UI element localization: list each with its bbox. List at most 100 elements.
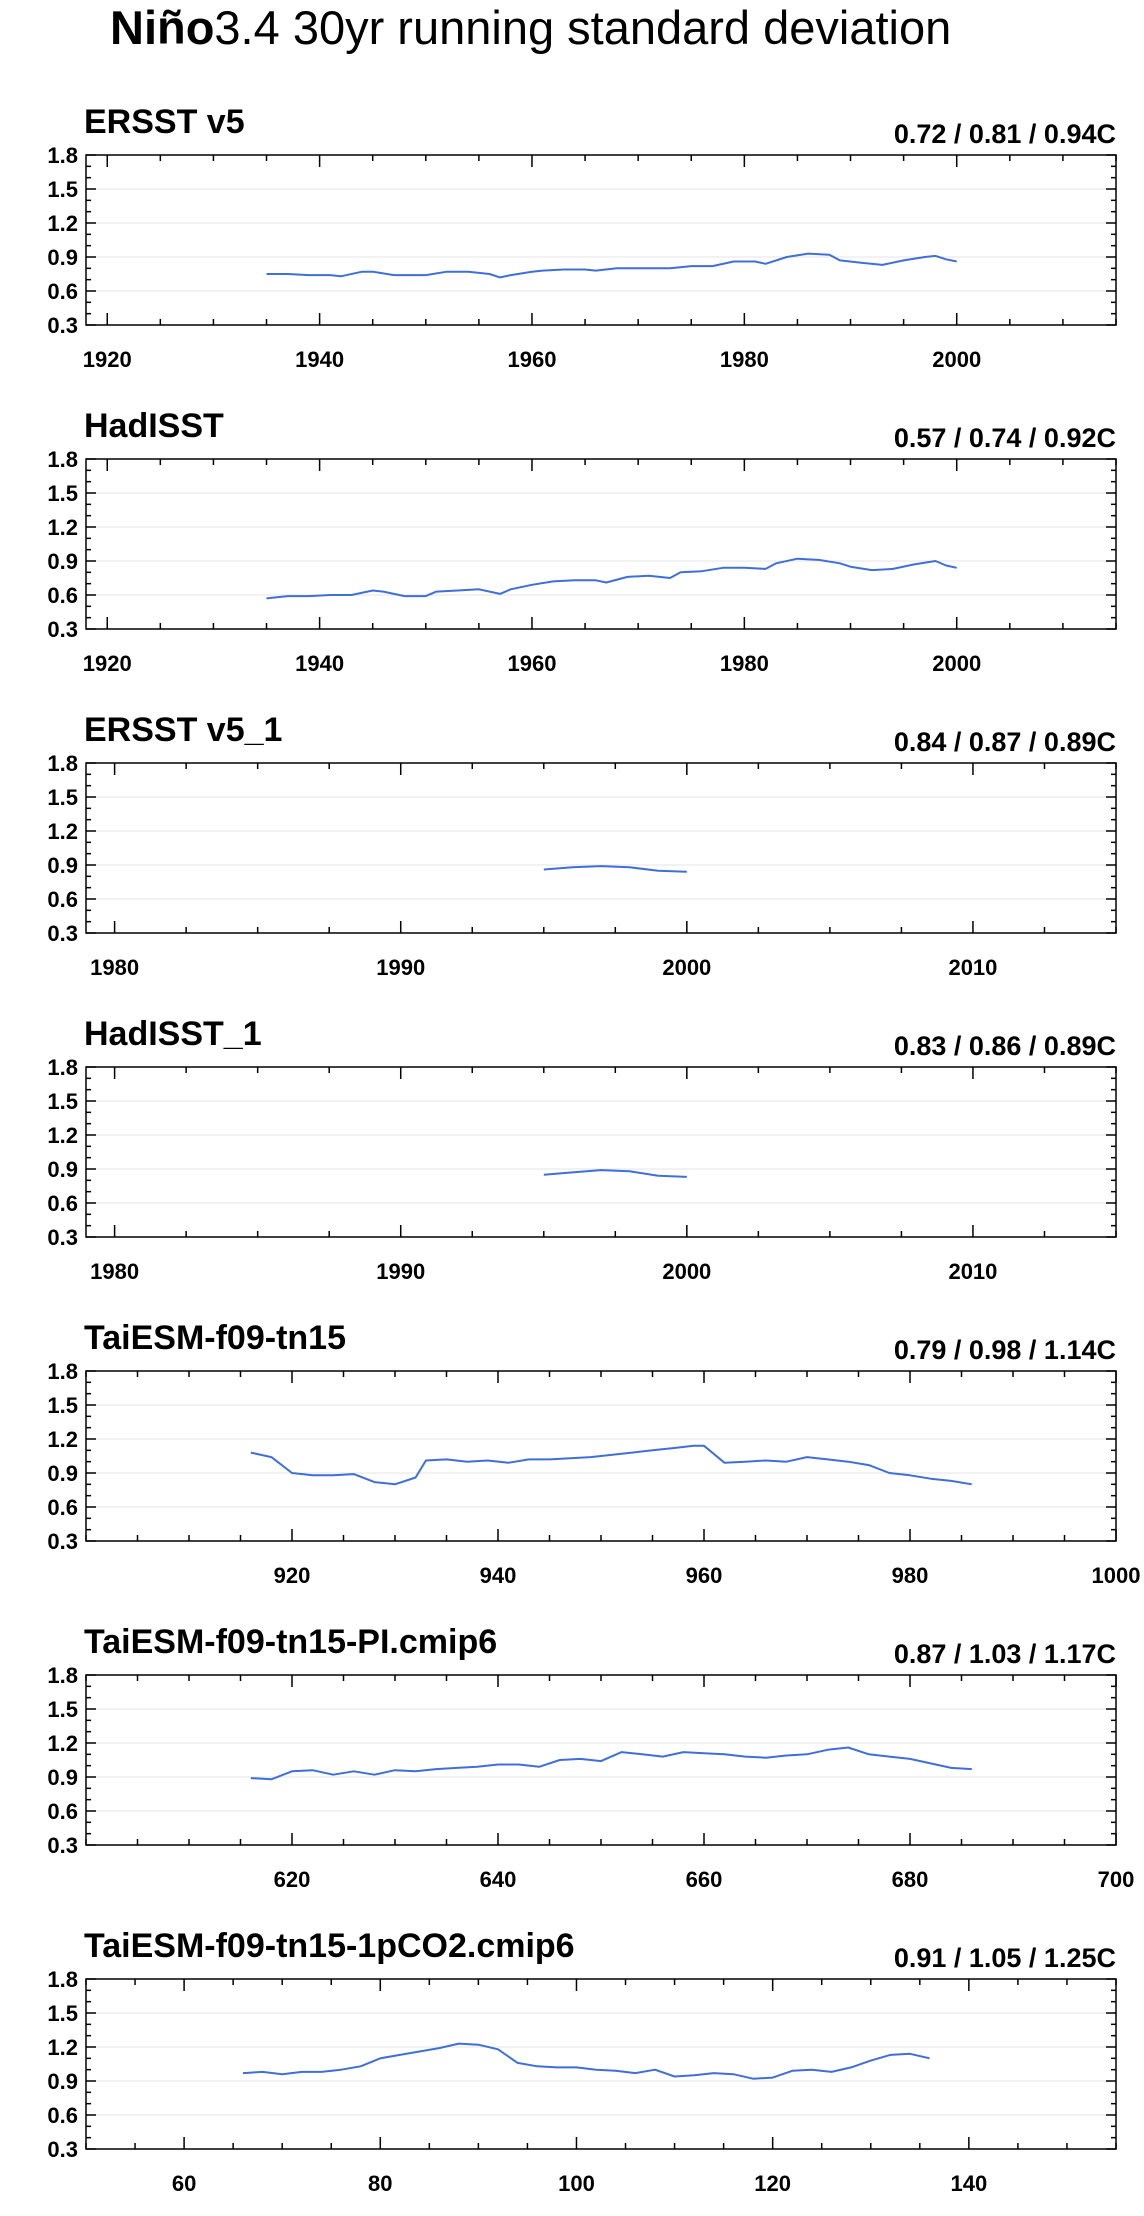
x-tick-label: 2010 bbox=[948, 955, 997, 980]
chart-panel: 0.3 0.6 0.9 1.2 1.5 1.8 1920 1940 1960 1980 2000 ER… bbox=[47, 103, 1117, 372]
panel-stats: 0.91 / 1.05 / 1.25C bbox=[894, 1943, 1116, 1973]
x-tick-label: 100 bbox=[558, 2171, 595, 2196]
panel-stats: 0.57 / 0.74 / 0.92C bbox=[894, 423, 1116, 453]
panel-title: TaiESM-f09-tn15 bbox=[84, 1319, 346, 1357]
panel-title: ERSST v5_1 bbox=[84, 711, 282, 749]
x-tick-label: 1980 bbox=[90, 955, 139, 980]
x-tick-label: 1990 bbox=[376, 955, 425, 980]
x-tick-label: 80 bbox=[368, 2171, 392, 2196]
y-tick-label: 0.3 bbox=[47, 1529, 78, 1554]
chart-panel: 0.3 0.6 0.9 1.2 1.5 1.8 1980 1990 2000 2010 HadISS… bbox=[47, 1015, 1117, 1284]
plot-frame bbox=[85, 1370, 1117, 1542]
x-tick-label: 60 bbox=[172, 2171, 196, 2196]
y-tick-label: 1.5 bbox=[47, 177, 78, 202]
y-tick-label: 0.6 bbox=[47, 1799, 78, 1824]
y-tick-label: 0.9 bbox=[47, 1157, 78, 1182]
y-tick-label: 0.3 bbox=[47, 313, 78, 338]
y-tick-label: 1.2 bbox=[47, 1731, 78, 1756]
series-line bbox=[543, 865, 687, 873]
chart-panel: 0.3 0.6 0.9 1.2 1.5 1.8 920 940 960 980 1000 TaiESM… bbox=[47, 1319, 1140, 1588]
y-tick-label: 0.6 bbox=[47, 583, 78, 608]
y-tick-label: 0.9 bbox=[47, 2069, 78, 2094]
x-tick-label: 980 bbox=[892, 1563, 929, 1588]
panel-title: TaiESM-f09-tn15-PI.cmip6 bbox=[84, 1623, 497, 1661]
y-tick-label: 0.6 bbox=[47, 1191, 78, 1216]
x-tick-label: 640 bbox=[480, 1867, 517, 1892]
x-tick-label: 1960 bbox=[508, 651, 557, 676]
panel-stats: 0.79 / 0.98 / 1.14C bbox=[894, 1335, 1116, 1365]
panel-title: ERSST v5 bbox=[84, 103, 245, 141]
chart-panel: 0.3 0.6 0.9 1.2 1.5 1.8 60 80 100 120 140 TaiESM-f0… bbox=[47, 1927, 1117, 2196]
x-tick-label: 1000 bbox=[1092, 1563, 1141, 1588]
x-tick-label: 620 bbox=[274, 1867, 311, 1892]
y-tick-label: 1.8 bbox=[47, 751, 78, 776]
x-tick-label: 2000 bbox=[662, 955, 711, 980]
y-tick-label: 1.5 bbox=[47, 1697, 78, 1722]
series-line bbox=[242, 2042, 930, 2080]
x-tick-label: 2010 bbox=[948, 1259, 997, 1284]
x-tick-label: 940 bbox=[480, 1563, 517, 1588]
x-tick-label: 2000 bbox=[932, 651, 981, 676]
x-tick-label: 1990 bbox=[376, 1259, 425, 1284]
y-tick-label: 0.3 bbox=[47, 921, 78, 946]
y-tick-label: 0.9 bbox=[47, 1765, 78, 1790]
plot-frame bbox=[85, 762, 1117, 934]
chart-panel: 0.3 0.6 0.9 1.2 1.5 1.8 1980 1990 2000 2010 ERSST … bbox=[47, 711, 1117, 980]
figure-title: Niño3.4 30yr running standard deviation bbox=[110, 1, 951, 54]
y-tick-label: 0.6 bbox=[47, 2103, 78, 2128]
y-tick-label: 1.8 bbox=[47, 1359, 78, 1384]
x-tick-label: 660 bbox=[686, 1867, 723, 1892]
plot-frame bbox=[85, 1978, 1117, 2150]
plot-frame bbox=[85, 458, 1117, 630]
x-tick-label: 1920 bbox=[83, 347, 132, 372]
panel-stats: 0.72 / 0.81 / 0.94C bbox=[894, 119, 1116, 149]
x-tick-label: 2000 bbox=[932, 347, 981, 372]
y-tick-label: 1.2 bbox=[47, 211, 78, 236]
y-tick-label: 1.2 bbox=[47, 2035, 78, 2060]
y-tick-label: 1.5 bbox=[47, 785, 78, 810]
x-tick-label: 1980 bbox=[720, 651, 769, 676]
x-tick-label: 960 bbox=[686, 1563, 723, 1588]
y-tick-label: 0.9 bbox=[47, 549, 78, 574]
panel-stats: 0.83 / 0.86 / 0.89C bbox=[894, 1031, 1116, 1061]
y-tick-label: 1.8 bbox=[47, 143, 78, 168]
panel-title: TaiESM-f09-tn15-1pCO2.cmip6 bbox=[84, 1927, 575, 1965]
x-tick-label: 1960 bbox=[508, 347, 557, 372]
y-tick-label: 1.5 bbox=[47, 1393, 78, 1418]
x-tick-label: 120 bbox=[754, 2171, 791, 2196]
series-line bbox=[543, 1169, 687, 1178]
y-tick-label: 0.6 bbox=[47, 1495, 78, 1520]
y-tick-label: 0.3 bbox=[47, 1833, 78, 1858]
plot-frame bbox=[85, 154, 1117, 326]
x-tick-label: 140 bbox=[950, 2171, 987, 2196]
y-tick-label: 1.2 bbox=[47, 1123, 78, 1148]
figure-title-rest: 3.4 30yr running standard deviation bbox=[214, 1, 951, 54]
y-tick-label: 1.2 bbox=[47, 1427, 78, 1452]
y-tick-label: 1.8 bbox=[47, 1055, 78, 1080]
x-tick-label: 680 bbox=[892, 1867, 929, 1892]
y-tick-label: 1.8 bbox=[47, 1967, 78, 1992]
chart-panel: 0.3 0.6 0.9 1.2 1.5 1.8 1920 1940 1960 1980 2000 Ha… bbox=[47, 407, 1117, 676]
y-tick-label: 0.6 bbox=[47, 887, 78, 912]
figure-title-bold: Niño bbox=[110, 1, 214, 54]
y-tick-label: 1.8 bbox=[47, 447, 78, 472]
x-tick-label: 700 bbox=[1098, 1867, 1135, 1892]
x-tick-label: 920 bbox=[274, 1563, 311, 1588]
y-tick-label: 0.9 bbox=[47, 1461, 78, 1486]
chart-panels: 0.3 0.6 0.9 1.2 1.5 1.8 1920 1940 1960 1980 2000 ER… bbox=[47, 103, 1140, 2196]
y-tick-label: 0.6 bbox=[47, 279, 78, 304]
y-tick-label: 1.8 bbox=[47, 1663, 78, 1688]
y-tick-label: 1.2 bbox=[47, 515, 78, 540]
y-tick-label: 0.3 bbox=[47, 2137, 78, 2162]
x-tick-label: 1920 bbox=[83, 651, 132, 676]
x-tick-label: 1940 bbox=[295, 347, 344, 372]
chart-panel: 0.3 0.6 0.9 1.2 1.5 1.8 620 640 660 680 700 TaiESM-… bbox=[47, 1623, 1134, 1892]
panel-title: HadISST_1 bbox=[84, 1015, 262, 1053]
y-tick-label: 1.2 bbox=[47, 819, 78, 844]
y-tick-label: 1.5 bbox=[47, 2001, 78, 2026]
x-tick-label: 1980 bbox=[720, 347, 769, 372]
series-line bbox=[266, 557, 957, 600]
y-tick-label: 0.3 bbox=[47, 617, 78, 642]
y-tick-label: 1.5 bbox=[47, 1089, 78, 1114]
series-line bbox=[266, 252, 957, 279]
